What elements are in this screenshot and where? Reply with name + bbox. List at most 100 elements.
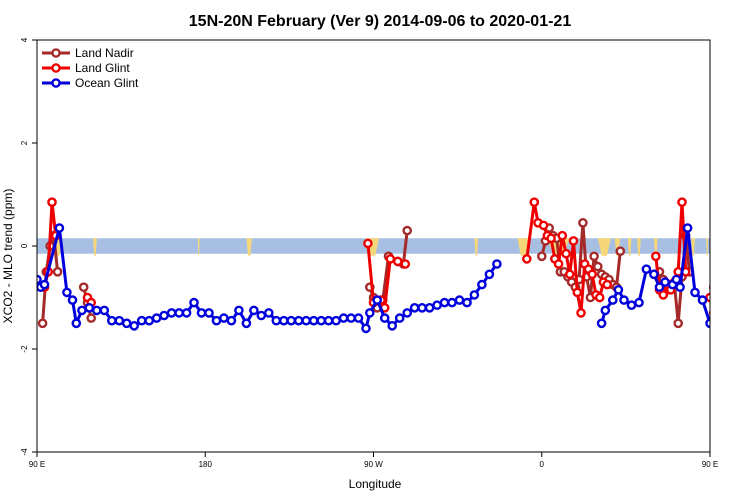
land-patch: [246, 238, 252, 256]
data-point: [409, 302, 420, 313]
data-point: [596, 318, 607, 329]
data-point: [484, 269, 495, 280]
data-point: [576, 308, 586, 318]
data-point: [136, 315, 147, 326]
data-point: [432, 300, 442, 311]
data-point: [323, 315, 334, 326]
land-patch: [517, 238, 529, 256]
data-point: [615, 246, 626, 256]
series-line: [714, 287, 722, 318]
data-point: [677, 197, 687, 207]
data-point: [641, 264, 652, 275]
data-point: [714, 304, 721, 311]
data-point: [613, 284, 624, 295]
data-point: [682, 223, 693, 233]
data-point: [174, 308, 184, 318]
data-point: [363, 238, 373, 249]
data-point: [721, 304, 728, 311]
data-point: [705, 318, 710, 329]
x-tick-label: 90 E: [702, 460, 718, 469]
data-point: [249, 305, 259, 316]
land-patch: [637, 238, 641, 256]
data-point: [553, 259, 564, 269]
data-point: [589, 251, 599, 262]
data-point: [392, 256, 403, 267]
data-point: [654, 282, 665, 293]
legend-entry: Ocean Glint: [42, 76, 139, 90]
data-point: [361, 323, 371, 334]
data-point: [219, 313, 229, 323]
data-point: [697, 295, 708, 305]
data-point: [166, 308, 177, 318]
data-point: [196, 308, 207, 318]
data-point: [673, 318, 684, 329]
data-point: [387, 320, 398, 331]
data-point: [308, 315, 319, 326]
data-point: [78, 282, 89, 293]
data-point: [690, 287, 700, 298]
data-point: [608, 295, 618, 305]
data-point: [394, 313, 405, 323]
data-point: [619, 295, 629, 305]
data-point: [316, 315, 327, 326]
data-point: [594, 292, 605, 303]
land-patch: [691, 238, 696, 256]
data-point: [293, 315, 304, 326]
data-point: [37, 318, 48, 329]
data-point: [39, 279, 50, 290]
land-patch: [93, 238, 97, 256]
data-point: [121, 318, 132, 329]
land-patch: [197, 238, 200, 256]
data-point: [331, 315, 341, 326]
legend-entry: Land Glint: [42, 61, 130, 75]
data-point: [84, 302, 95, 313]
data-point: [107, 315, 117, 326]
data-point: [557, 230, 568, 241]
data-point: [651, 251, 661, 262]
data-point: [278, 315, 289, 326]
data-point: [129, 320, 139, 331]
y-tick-label: 4: [20, 37, 29, 42]
data-point: [462, 297, 472, 308]
data-point: [634, 297, 644, 308]
data-point: [658, 290, 669, 300]
data-point: [204, 308, 214, 318]
data-point: [714, 307, 721, 314]
data-point: [86, 313, 96, 323]
data-point: [492, 259, 502, 269]
data-point: [469, 290, 480, 300]
data-point: [424, 302, 435, 313]
data-point: [546, 233, 556, 244]
data-point: [62, 287, 72, 298]
data-point: [71, 318, 82, 329]
data-point: [286, 315, 297, 326]
data-point: [379, 313, 390, 323]
land-patch: [597, 238, 611, 256]
legend-marker: [51, 63, 61, 73]
data-point: [47, 197, 57, 207]
data-point: [52, 266, 63, 277]
y-tick-label: -4: [20, 448, 29, 456]
data-point: [159, 310, 169, 321]
data-point: [708, 309, 710, 316]
legend-label: Land Glint: [75, 61, 130, 75]
data-point: [402, 308, 413, 318]
data-point: [565, 269, 575, 280]
legend-marker: [51, 78, 61, 88]
data-point: [522, 254, 532, 264]
plot-contents: [37, 197, 750, 334]
data-point: [587, 269, 598, 280]
y-tick-label: 0: [20, 243, 29, 248]
data-point: [77, 305, 87, 316]
data-point: [561, 248, 571, 259]
legend-marker: [51, 48, 61, 58]
data-point: [529, 197, 540, 207]
data-point: [744, 317, 750, 324]
series-land-glint: [39, 197, 710, 318]
data-point: [417, 302, 427, 313]
data-point: [114, 315, 125, 326]
data-point: [181, 308, 192, 318]
x-tick-label: 180: [199, 460, 213, 469]
data-point: [151, 313, 162, 323]
data-point: [271, 315, 282, 326]
